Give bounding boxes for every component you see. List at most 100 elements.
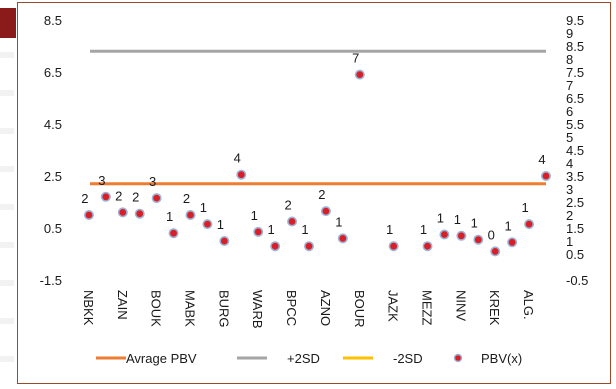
x-category-label: BOUR: [352, 290, 367, 328]
x-category-label: KREK: [487, 290, 502, 326]
pbv-point-label: 3: [149, 174, 156, 189]
right-tick-label: 7.5: [566, 65, 584, 80]
right-axis: 9.598.587.576.565.554.543.532.521.510.5 -…: [566, 13, 588, 288]
pbv-point: [100, 191, 111, 202]
pbv-point-label: 2: [132, 190, 139, 205]
pbv-point: [202, 219, 213, 230]
right-tick-label: 4.5: [566, 143, 584, 158]
edge-tab: [0, 204, 14, 210]
edge-tab: [0, 90, 14, 96]
pbv-point-label: 1: [268, 222, 275, 237]
right-tick-label: 5: [566, 130, 573, 145]
edge-tab: [0, 128, 14, 134]
pbv-point: [185, 210, 196, 221]
right-tick-label: 2.5: [566, 195, 584, 210]
pbv-point-label: 1: [217, 217, 224, 232]
page-edge-strip: [0, 0, 16, 389]
pbv-point: [134, 208, 145, 219]
pbv-point: [524, 219, 535, 230]
pbv-point-label: 1: [335, 214, 342, 229]
pbv-point: [507, 237, 518, 248]
left-tick-label: 2.5: [44, 169, 62, 184]
pbv-point: [540, 171, 551, 182]
pbv-point-label: 1: [251, 208, 258, 223]
edge-marker: [0, 8, 16, 38]
pbv-point: [456, 230, 467, 241]
right-tick-label: 8.5: [566, 39, 584, 54]
pbv-point-label: 0: [488, 227, 495, 242]
right-tick-label: 6.5: [566, 91, 584, 106]
x-category-label: ZAIN: [115, 290, 130, 320]
pbv-point-label: 1: [386, 222, 393, 237]
pbv-point-label: 1: [437, 211, 444, 226]
legend-label: PBV(x): [481, 351, 522, 366]
right-tick-label: 0.5: [566, 247, 584, 262]
pbv-point: [320, 206, 331, 217]
pbv-point-label: 3: [98, 173, 105, 188]
pbv-point-label: 4: [538, 152, 545, 167]
pbv-point: [236, 169, 247, 180]
right-tick-label: 1.5: [566, 221, 584, 236]
reference-lines: [90, 49, 546, 186]
pbv-point-label: 1: [521, 200, 528, 215]
right-tick-label: 3.5: [566, 169, 584, 184]
pbv-point-label: 2: [318, 187, 325, 202]
x-category-label: JAZK: [386, 290, 401, 322]
right-tick-label: 6: [566, 104, 573, 119]
x-category-label: AZNO: [318, 290, 333, 326]
right-tick-label: 9.5: [566, 13, 584, 28]
pbv-point: [303, 241, 314, 252]
left-axis: 8.5 6.5 4.5 2.5 0.5 -1.5: [40, 13, 62, 288]
pbv-point: [168, 228, 179, 239]
x-category-label: BURG: [216, 290, 231, 328]
pbv-point-label: 1: [301, 222, 308, 237]
pbv-point-label: 2: [81, 191, 88, 206]
pbv-point: [117, 207, 128, 218]
pbv-point-label: 1: [454, 212, 461, 227]
legend-label: +2SD: [287, 351, 320, 366]
right-tick-label: 5.5: [566, 117, 584, 132]
right-tick-label: 8: [566, 52, 573, 67]
right-tick-label: 1: [566, 234, 573, 249]
pbv-point-label: 2: [284, 198, 291, 213]
legend-marker: [453, 353, 463, 363]
right-tick-label: 3: [566, 182, 573, 197]
edge-tab: [0, 52, 14, 58]
pbv-point-label: 1: [166, 209, 173, 224]
pbv-point-label: 4: [234, 151, 241, 166]
edge-tab: [0, 242, 14, 248]
x-axis-labels: NBKK ZAIN BOUK MABK BURG WARB BPCC AZNO BOUR JAZK…: [81, 290, 536, 329]
pbv-point: [490, 246, 501, 257]
pbv-point: [270, 241, 281, 252]
chart-legend: Avrage PBV +2SD -2SD PBV(x): [96, 351, 522, 366]
right-tick-label: 9: [566, 26, 573, 41]
pbv-point: [337, 233, 348, 244]
pbv-point: [422, 241, 433, 252]
pbv-point-label: 2: [183, 191, 190, 206]
edge-tab: [0, 356, 14, 362]
pbv-point: [83, 210, 94, 221]
pbv-point-label: 1: [505, 218, 512, 233]
right-tick-label: -0.5: [566, 273, 588, 288]
pbv-point-label: 1: [420, 222, 427, 237]
x-category-label: WARB: [250, 290, 265, 329]
x-category-label: BOUK: [149, 290, 164, 327]
pbv-point: [473, 234, 484, 245]
pbv-point: [287, 216, 298, 227]
edge-tab: [0, 280, 14, 286]
x-category-label: NINV: [453, 290, 468, 321]
pbv-point-label: 2: [115, 188, 122, 203]
pbv-point-label: 1: [200, 200, 207, 215]
left-tick-label: 6.5: [44, 65, 62, 80]
pbv-point: [439, 229, 450, 240]
x-category-label: MEZZ: [420, 290, 435, 325]
chart-frame: [17, 2, 611, 384]
edge-tab: [0, 166, 14, 172]
edge-tab: [0, 318, 14, 324]
left-tick-label: 8.5: [44, 13, 62, 28]
left-tick-label: 4.5: [44, 117, 62, 132]
right-tick-label: 7: [566, 78, 573, 93]
legend-label: -2SD: [393, 351, 423, 366]
